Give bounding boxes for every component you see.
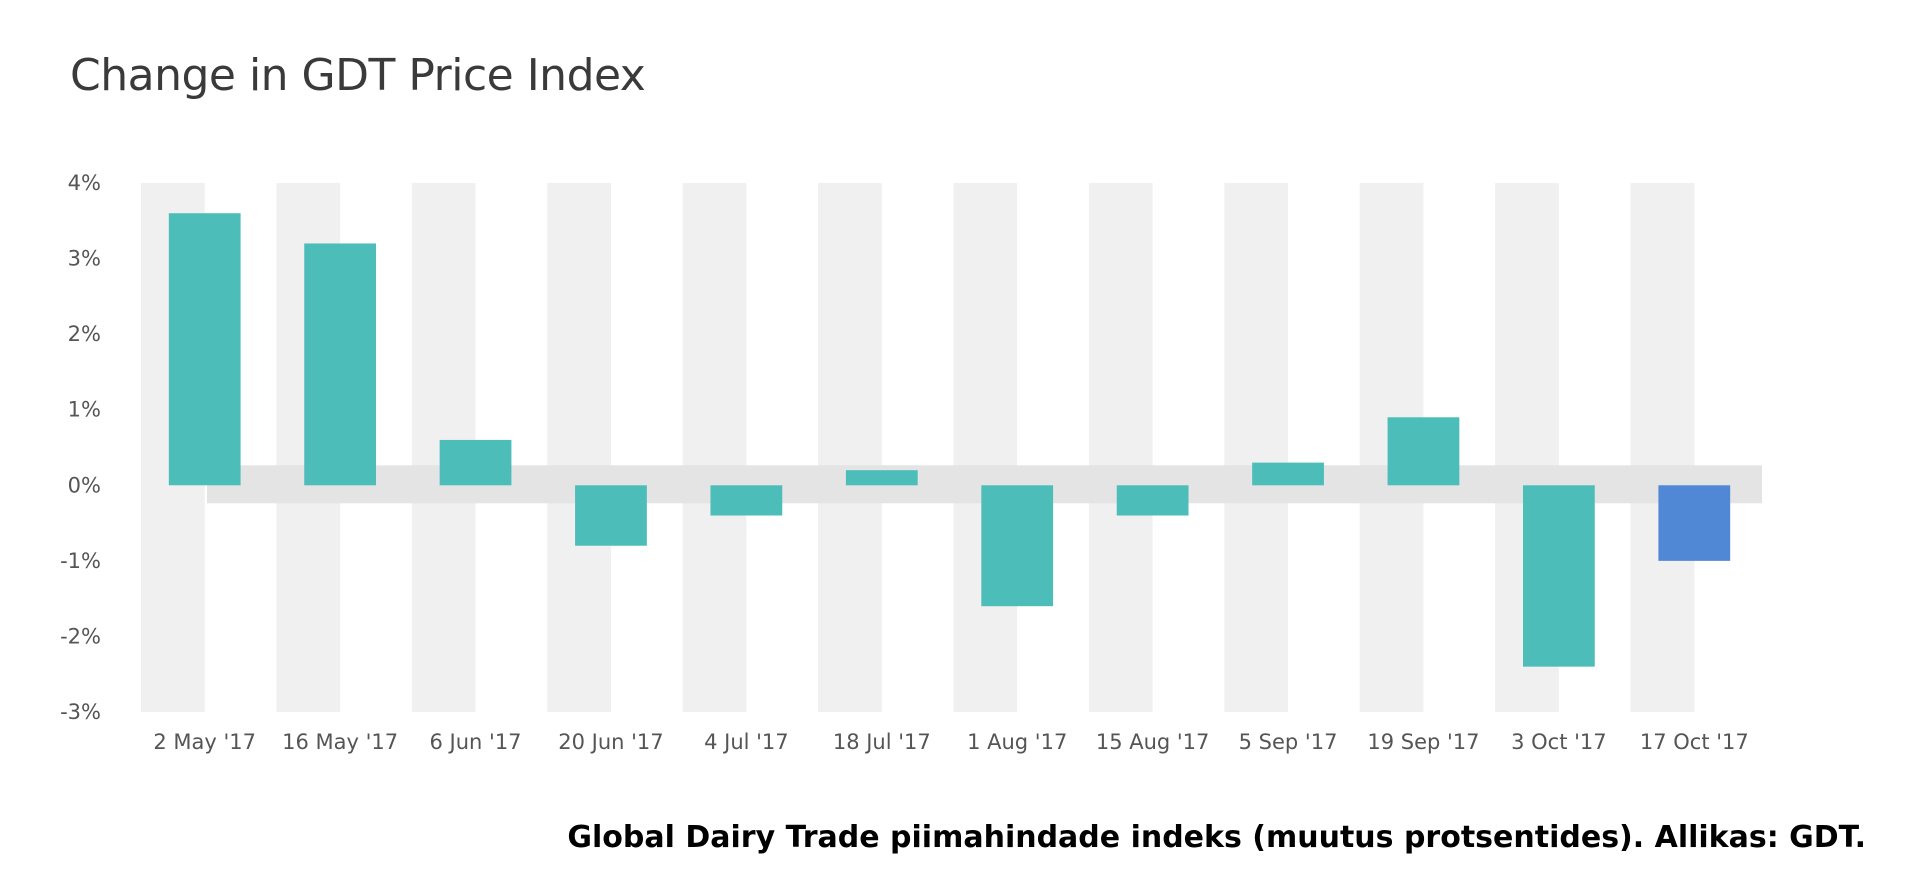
- bar: [845, 470, 918, 486]
- bar: [304, 243, 377, 486]
- bar: [981, 485, 1054, 607]
- bar: [1116, 485, 1189, 516]
- x-tick-label: 2 May '17: [153, 730, 256, 754]
- chart-title: Change in GDT Price Index: [70, 50, 646, 101]
- y-tick-label: 1%: [68, 398, 101, 422]
- bar: [1658, 485, 1731, 561]
- y-tick-label: -2%: [60, 624, 101, 648]
- x-tick-label: 1 Aug '17: [967, 730, 1067, 754]
- x-tick-label: 6 Jun '17: [430, 730, 522, 754]
- x-tick-label: 15 Aug '17: [1096, 730, 1210, 754]
- y-tick-label: 4%: [68, 171, 101, 195]
- x-tick-label: 20 Jun '17: [558, 730, 663, 754]
- x-tick-label: 18 Jul '17: [833, 730, 931, 754]
- x-tick-label: 16 May '17: [282, 730, 398, 754]
- column-stripe: [1630, 183, 1695, 712]
- bar: [1387, 417, 1460, 486]
- column-stripe: [1088, 183, 1153, 712]
- column-stripe: [1224, 183, 1289, 712]
- bar: [575, 485, 647, 546]
- x-tick-label: 17 Oct '17: [1640, 730, 1749, 754]
- x-tick-label: 3 Oct '17: [1511, 730, 1607, 754]
- y-tick-label: 3%: [68, 247, 101, 271]
- bar: [710, 485, 783, 516]
- y-tick-label: 2%: [68, 322, 101, 346]
- bar-chart: 4% 3% 2% 1% 0% -1% -2% -3% 2 May '17 16 May '17 6…: [60, 171, 1762, 754]
- column-stripe: [818, 183, 882, 712]
- column-stripe: [953, 183, 1018, 712]
- x-tick-label: 5 Sep '17: [1239, 730, 1338, 754]
- bar: [1252, 462, 1324, 486]
- bar: [439, 439, 512, 486]
- y-tick-label: 0%: [68, 473, 101, 497]
- x-tick-label: 4 Jul '17: [704, 730, 789, 754]
- bars: [168, 213, 1731, 667]
- caption: Global Dairy Trade piimahindade indeks (…: [567, 820, 1866, 855]
- bar: [168, 213, 241, 486]
- y-axis-ticks: 4% 3% 2% 1% 0% -1% -2% -3%: [60, 171, 101, 724]
- column-stripe: [682, 183, 747, 712]
- y-tick-label: -3%: [60, 700, 101, 724]
- y-tick-label: -1%: [60, 549, 101, 573]
- column-stripe: [547, 183, 611, 712]
- bar: [1522, 485, 1595, 667]
- x-tick-label: 19 Sep '17: [1367, 730, 1479, 754]
- x-axis-ticks: 2 May '17 16 May '17 6 Jun '17 20 Jun '17 4 …: [153, 730, 1748, 754]
